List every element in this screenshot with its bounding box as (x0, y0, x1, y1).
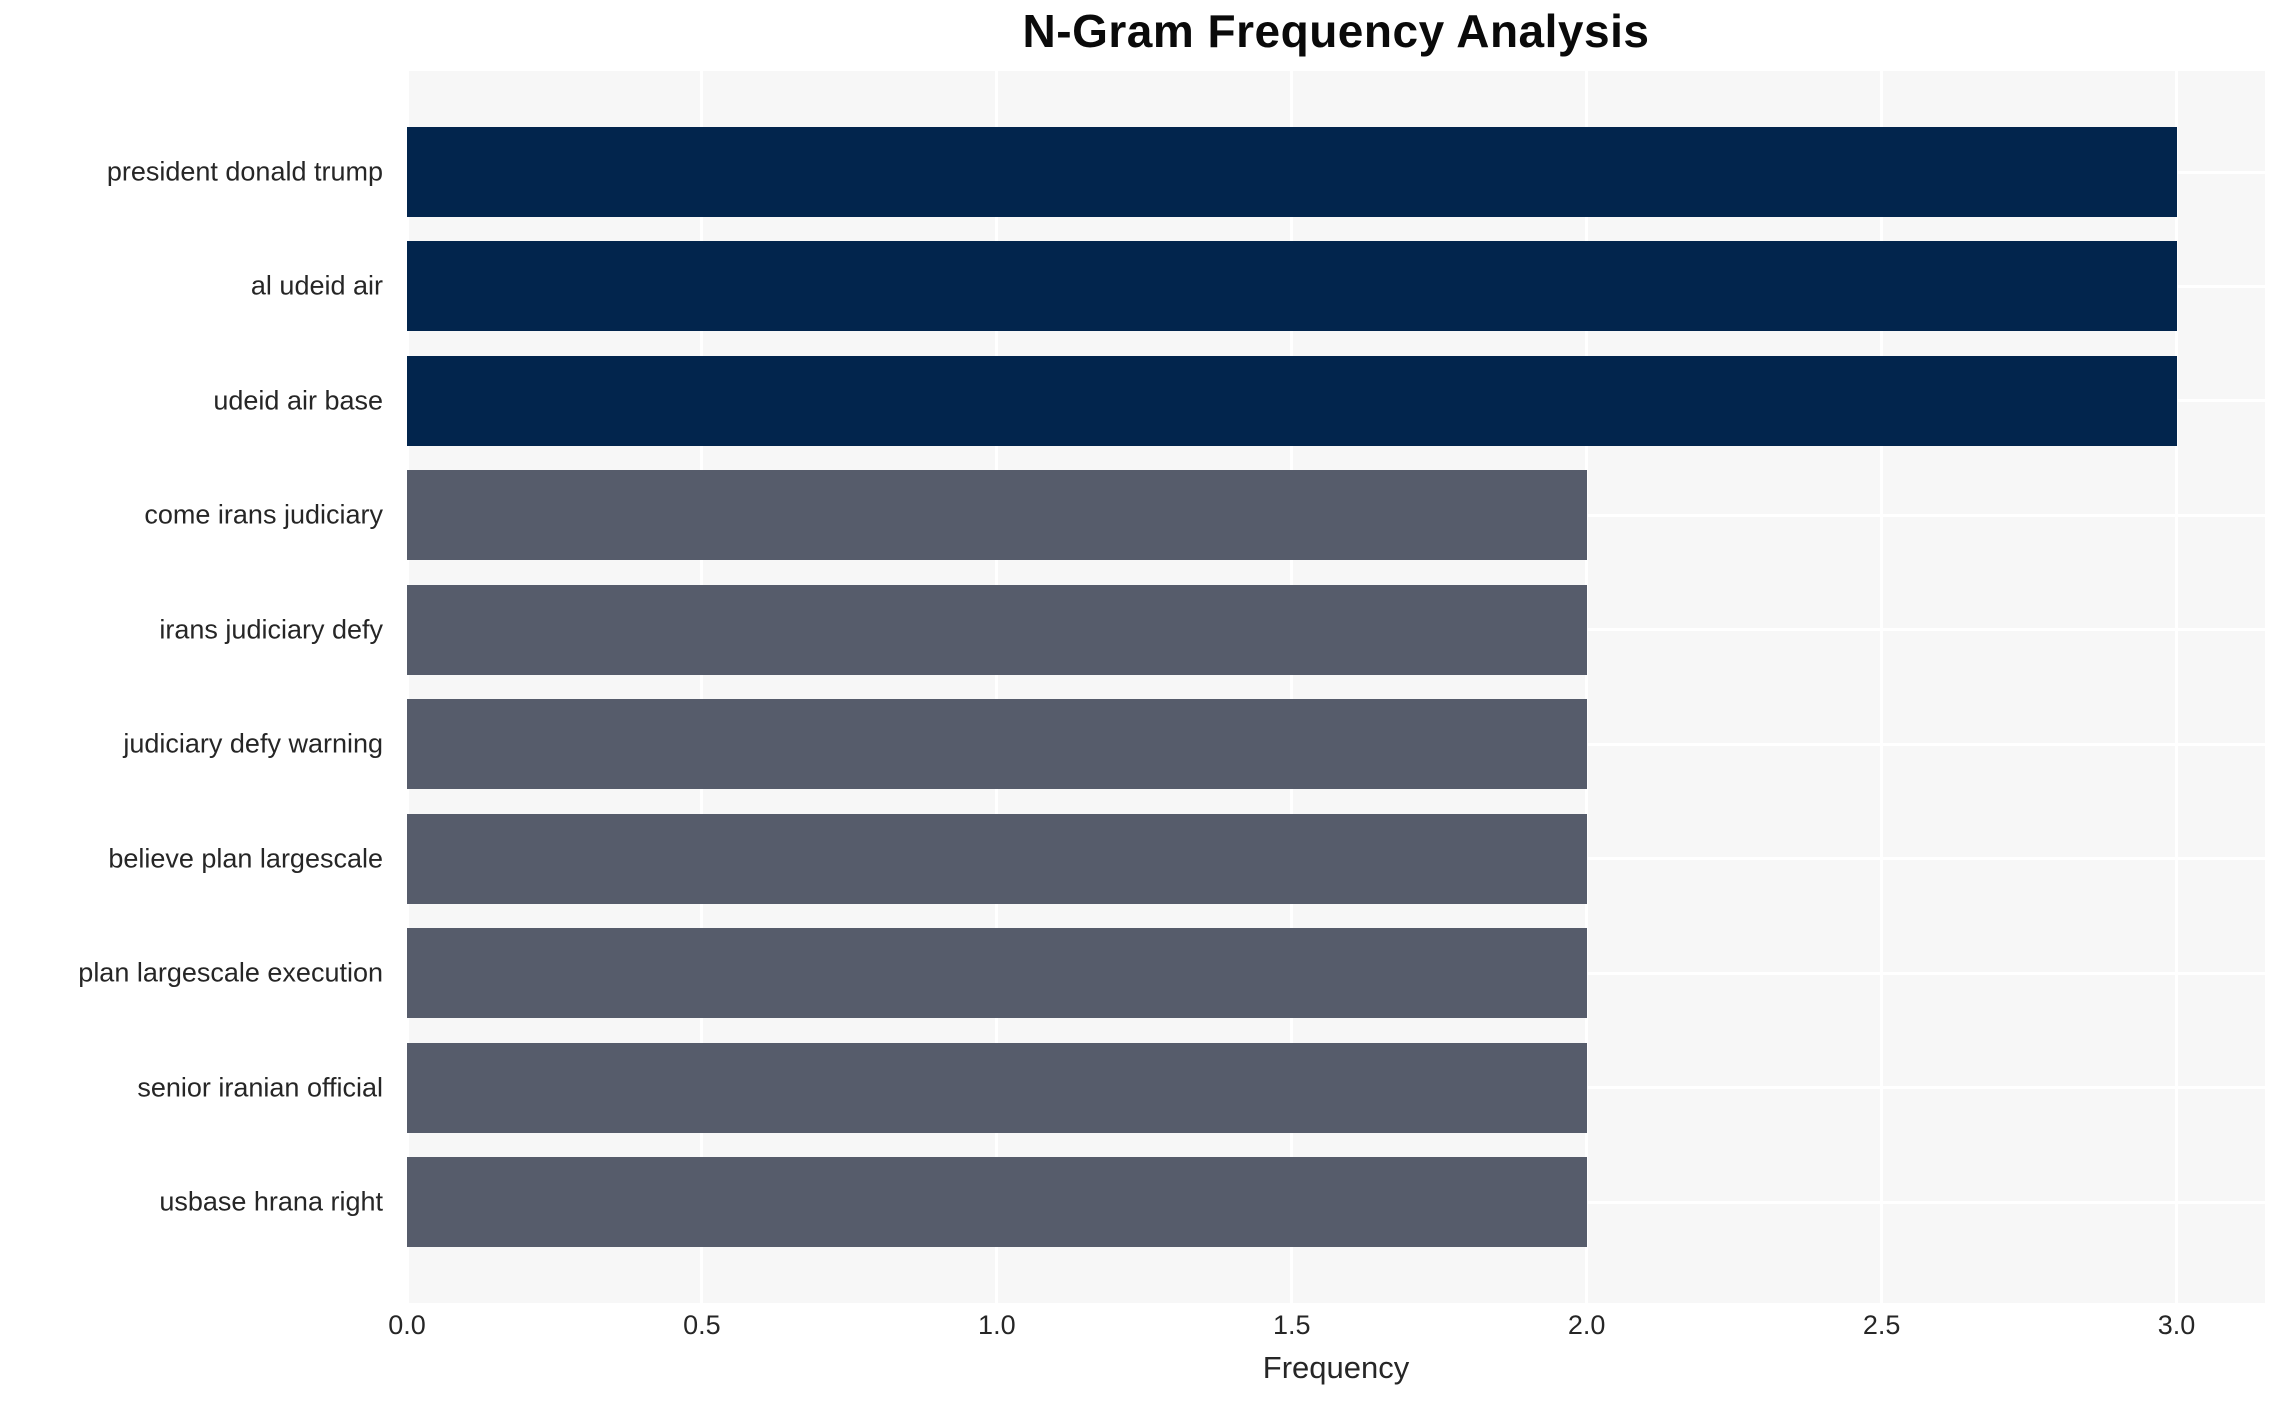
y-tick-label: come irans judiciary (144, 499, 383, 530)
grid-line-vertical (995, 71, 999, 1303)
x-axis-tick-labels: 0.0 0.5 1.0 1.5 2.0 2.5 3.0 (388, 1303, 2265, 1343)
y-tick-label: al udeid air (250, 270, 383, 301)
y-tick-label: senior iranian official (137, 1072, 383, 1103)
y-tick-label: president donald trump (106, 156, 383, 187)
grid-line-vertical (700, 71, 704, 1303)
grid-line-vertical (1585, 71, 1589, 1303)
y-tick-label: believe plan largescale (108, 843, 383, 874)
y-tick-label: udeid air base (213, 385, 383, 416)
grid-line-vertical (405, 71, 409, 1303)
plot-area (405, 71, 2265, 1303)
bar (407, 470, 1587, 561)
x-tick-label: 2.5 (1862, 1310, 1901, 1340)
bar (407, 699, 1587, 790)
x-tick-label: 0.5 (683, 1310, 721, 1340)
bar (407, 127, 2177, 217)
x-tick-label: 2.0 (1567, 1310, 1606, 1340)
y-axis-tick-labels: president donald trump al udeid air udeid … (0, 71, 395, 1303)
bar (407, 355, 2177, 446)
bar (407, 928, 1587, 1019)
x-axis-label: Frequency (1262, 1350, 1410, 1385)
x-tick-label: 1.5 (1272, 1310, 1311, 1340)
bar (407, 1157, 1587, 1248)
x-tick-label: 3.0 (2157, 1310, 2196, 1340)
y-tick-label: irans judiciary defy (159, 614, 383, 645)
x-tick-label: 1.0 (978, 1310, 1016, 1340)
bar (407, 241, 2177, 332)
bar (407, 584, 1587, 675)
bar (407, 1042, 1587, 1133)
y-tick-label: plan largescale execution (78, 957, 383, 988)
bar (407, 813, 1587, 904)
y-tick-label: usbase hrana right (159, 1186, 383, 1217)
y-tick-label: judiciary defy warning (123, 728, 383, 759)
chart-title: N-Gram Frequency Analysis (1022, 5, 1650, 57)
grid-line-vertical (1880, 71, 1884, 1303)
grid-line-vertical (2175, 71, 2179, 1303)
x-tick-label: 0.0 (388, 1310, 426, 1340)
grid-line-vertical (1290, 71, 1294, 1303)
